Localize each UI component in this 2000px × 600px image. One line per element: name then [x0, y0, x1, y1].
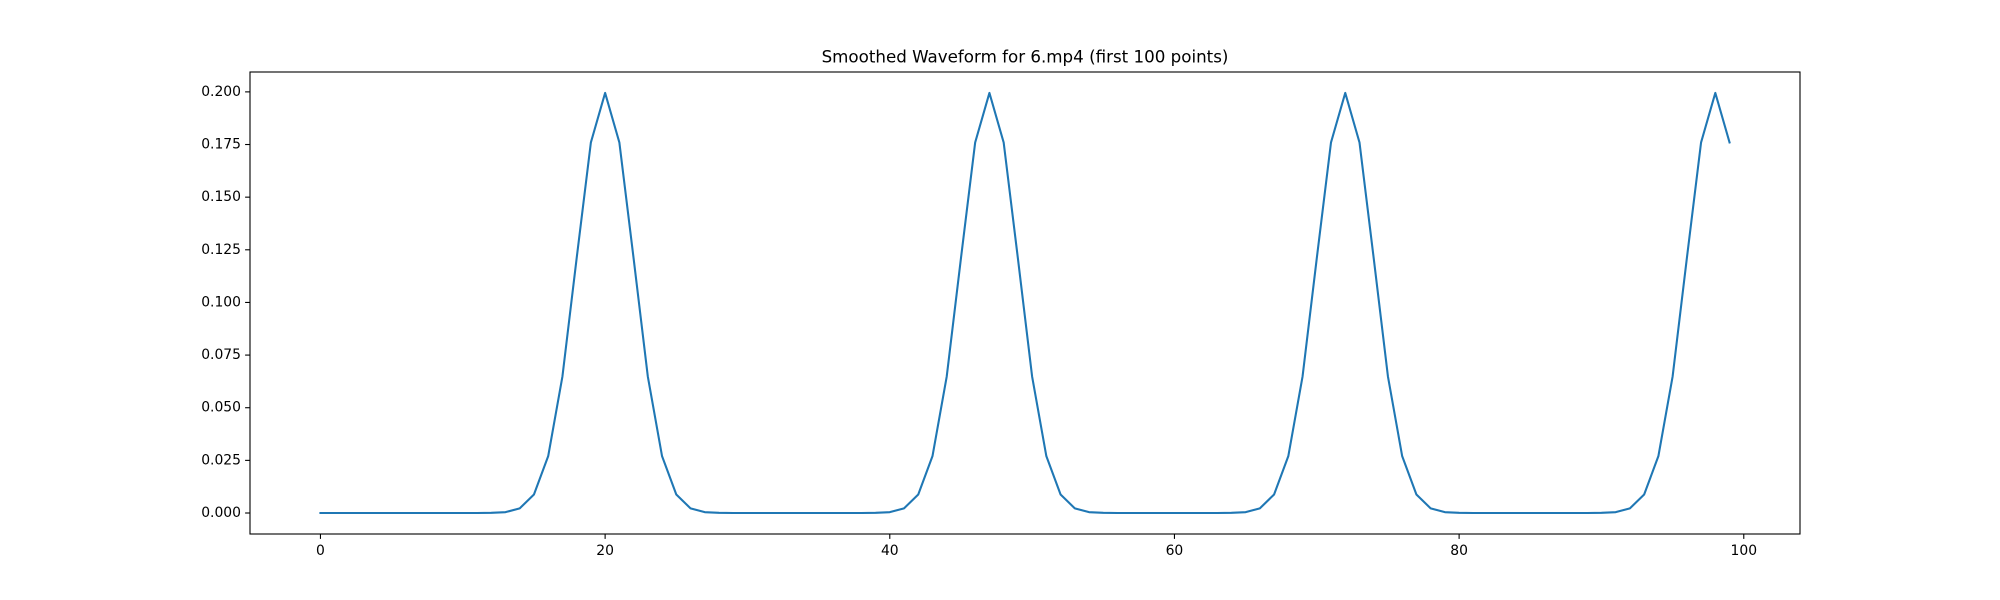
x-tick-label: 40 [881, 543, 899, 559]
x-tick-label: 0 [316, 543, 325, 559]
y-tick-label: 0.100 [201, 294, 241, 310]
data-line [319, 91, 1731, 515]
x-tick-label: 100 [1731, 543, 1758, 559]
y-tick-label: 0.150 [201, 189, 241, 205]
y-tick-label: 0.175 [201, 137, 241, 153]
y-tick-label: 0.050 [201, 400, 241, 416]
y-tick-label: 0.025 [201, 452, 241, 468]
y-tick-label: 0.125 [201, 242, 241, 258]
x-tick-label: 20 [596, 543, 614, 559]
x-tick-label: 60 [1166, 543, 1184, 559]
x-tick-label: 80 [1450, 543, 1468, 559]
plot-frame [249, 71, 1801, 535]
y-tick-label: 0.200 [201, 84, 241, 100]
y-tick-label: 0.075 [201, 347, 241, 363]
chart-title: Smoothed Waveform for 6.mp4 (first 100 p… [822, 47, 1229, 67]
y-tick-label: 0.000 [201, 505, 241, 521]
